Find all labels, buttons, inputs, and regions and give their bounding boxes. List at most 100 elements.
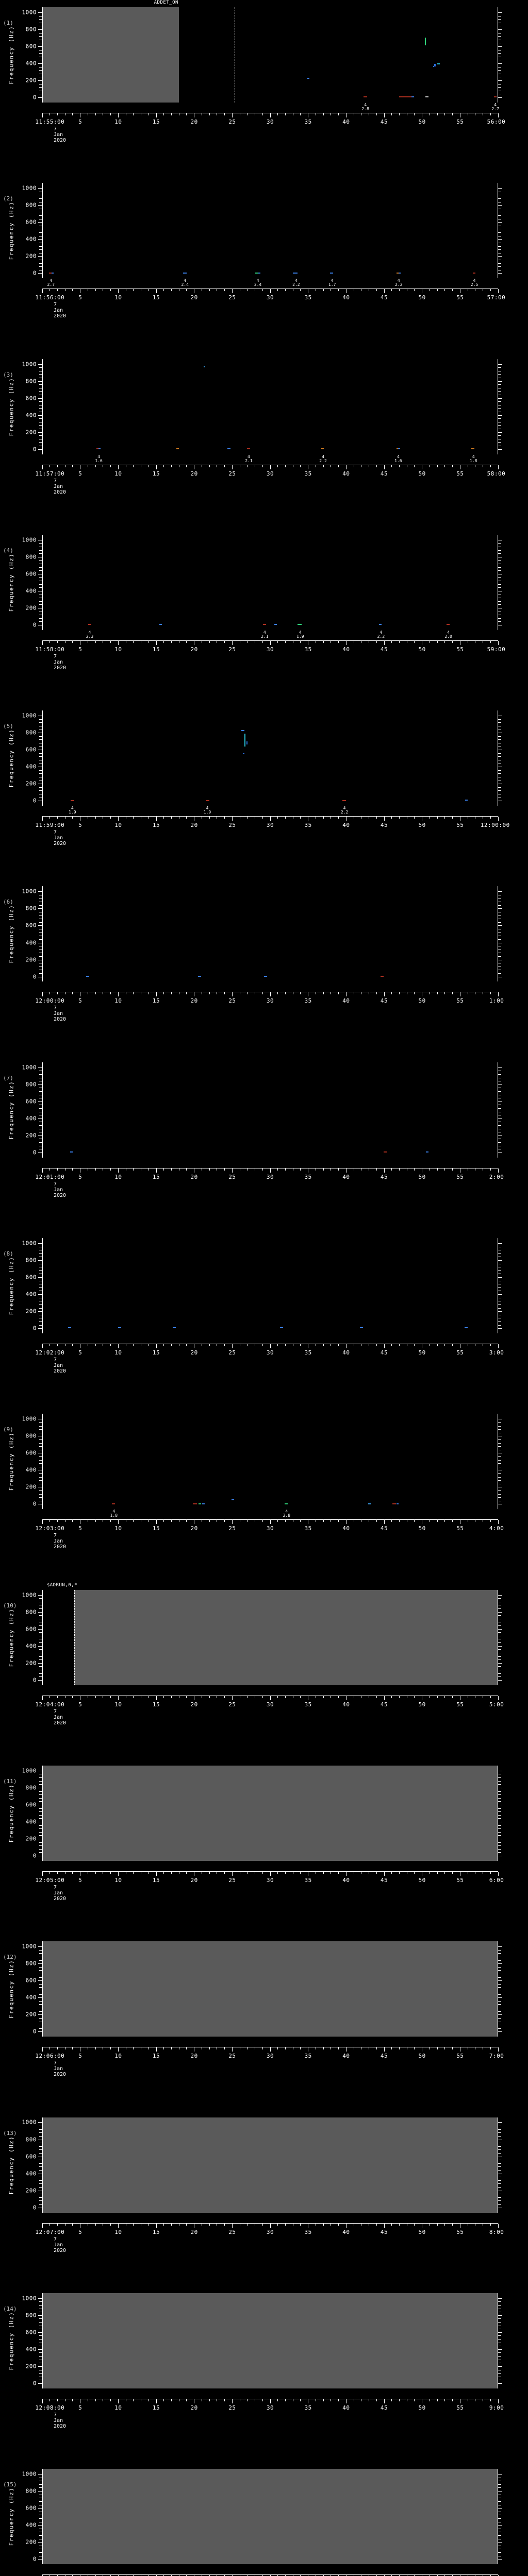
x-tick-minor [490,1696,491,1698]
annotation-line-2: 1.8 [470,458,477,463]
y-tick-minor [498,1852,501,1853]
y-tick-minor [498,2136,501,2137]
y-tick-minor [39,939,42,940]
x-tick-minor [72,465,73,467]
y-tick-major [498,2349,502,2350]
y-tick-minor [498,2352,501,2353]
y-axis-title: Frequency (Hz) [7,2117,15,2213]
x-tick-label: 57:00 [487,294,506,301]
detection-annotation: 4 2.2 [292,279,300,287]
x-tick-label: 5 [78,2053,82,2060]
detection-annotation: 4 1.8 [470,454,477,463]
y-tick-major [498,2332,502,2333]
y-tick-minor [39,1666,42,1667]
y-axis-title-text: Frequency (Hz) [8,1959,15,2019]
x-tick-minor [224,992,225,995]
detection-annotation: 4 2.3 [86,630,93,639]
y-tick-minor [498,2484,501,2485]
detection-mark [433,65,435,67]
x-tick-minor [57,640,58,643]
y-tick-label: 400 [25,2521,37,2529]
x-tick-label: 5 [78,1876,82,1884]
y-tick-minor [498,1632,501,1633]
x-tick-minor [490,640,491,643]
x-tick-minor [110,1520,111,1522]
detection-annotation: 4 1.7 [328,279,336,287]
x-tick-minor [338,2399,339,2401]
y-tick-label: 0 [32,973,37,980]
x-tick-minor [209,1344,210,1347]
x-tick-label: 12:00:00 [480,822,510,829]
x-tick-minor [209,2047,210,2050]
x-tick-label: 12:03:00 [35,1525,65,1532]
y-tick-label: 200 [25,780,37,787]
y-tick-minor [39,1953,42,1954]
y-tick-major [38,273,42,274]
y-tick-label: 1000 [22,888,37,895]
y-tick-major [498,1118,502,1119]
x-tick-minor [300,1344,301,1347]
y-tick-major [38,256,42,257]
x-tick-label: 15 [152,294,160,301]
x-tick-label: 50 [418,2404,426,2411]
x-tick-label: 25 [228,1525,236,1532]
detection-mark [98,448,101,449]
annotation-line-1: 4 [285,1509,288,1514]
x-tick-label: 5 [78,118,82,125]
x-tick-minor [57,289,58,292]
detection-mark [396,448,400,450]
y-tick-minor [39,2484,42,2485]
y-tick-minor [498,1777,501,1778]
x-tick-minor [209,2399,210,2401]
x-tick-minor [437,2575,438,2576]
x-tick-minor [490,1520,491,1522]
y-tick-minor [498,1480,501,1481]
x-tick-minor [437,113,438,115]
x-tick-label: 25 [228,118,236,125]
x-tick-minor [171,1168,172,1171]
x-tick-minor [95,289,96,292]
y-tick-minor [498,2018,501,2019]
y-tick-minor [39,1325,42,1326]
x-tick-minor [110,817,111,819]
x-axis: 12:02:00 5 10 15 20 25 30 35 40 45 50 55 3:00 [35,1344,504,1356]
y-tick-major [38,46,42,47]
x-tick-major [118,1520,119,1524]
x-tick-major [270,992,271,997]
x-tick-label: 45 [380,1701,388,1708]
x-tick-minor [437,1871,438,1874]
x-tick-minor [391,1520,392,1522]
x-tick-minor [262,465,263,467]
y-tick-minor [39,1270,42,1271]
date-stamp: 7 Jan 2020 [54,1005,67,1023]
y-tick-minor [39,736,42,737]
y-tick-minor [39,722,42,723]
y-tick-minor [498,1074,501,1075]
x-tick-label: 40 [342,822,350,829]
x-axis: 11:58:00 5 10 15 20 25 30 35 40 45 50 55 59:00 [35,640,505,653]
x-tick-label: 20 [190,997,198,1005]
y-tick-minor [498,2004,501,2005]
x-tick-major [498,1520,499,1524]
y-tick-minor [39,1625,42,1626]
y-tick-minor [498,1456,501,1457]
x-tick-label: 40 [342,646,350,653]
y-tick-major [38,415,42,416]
x-tick-minor [171,2223,172,2226]
x-tick-minor [414,992,415,995]
x-tick-minor [437,2399,438,2401]
x-tick-label: 50 [418,118,426,125]
y-tick-minor [39,87,42,88]
y-tick-major [38,1595,42,1596]
x-tick-minor [72,1871,73,1874]
x-tick-minor [171,2047,172,2050]
x-tick-minor [300,1871,301,1874]
y-tick-minor [39,1828,42,1829]
x-tick-label: 35 [304,294,312,301]
y-tick-minor [39,1794,42,1795]
detection-mark [380,975,384,977]
x-tick-label: 25 [228,2053,236,2060]
x-tick-label: 55 [456,646,464,653]
x-tick-minor [338,817,339,819]
x-tick-minor [163,992,164,995]
